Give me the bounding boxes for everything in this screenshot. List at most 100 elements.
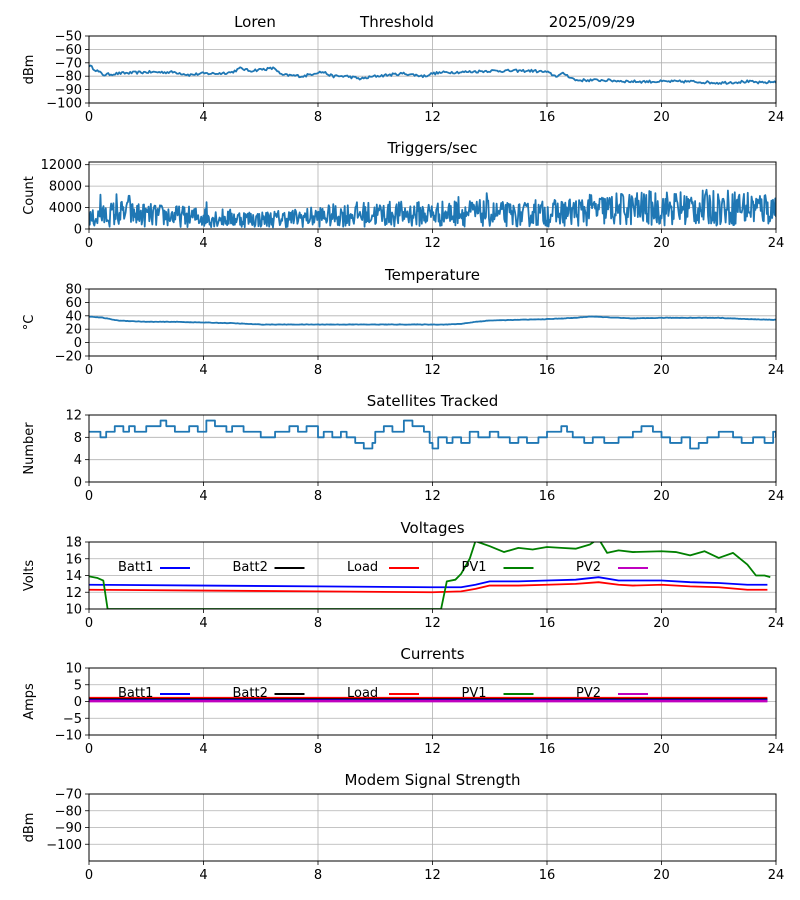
series-line-batt1 (89, 576, 768, 589)
y-tick-label: −80 (55, 804, 82, 819)
chart-title: Satellites Tracked (367, 392, 498, 410)
x-tick-label: 4 (199, 363, 207, 378)
y-axis-label: dBm (22, 55, 37, 85)
series-group (89, 542, 771, 609)
x-tick-label: 4 (199, 236, 207, 251)
x-tick-label: 12 (424, 868, 441, 883)
x-tick-label: 0 (85, 489, 93, 504)
y-tick-label: 0 (74, 695, 82, 710)
series-line-satellites (89, 419, 776, 450)
x-tick-label: 12 (424, 363, 441, 378)
x-tick-label: 20 (653, 363, 670, 378)
x-tick-label: 16 (539, 110, 556, 125)
y-tick-label: −60 (55, 43, 82, 58)
x-tick-label: 12 (424, 236, 441, 251)
chart-title: Temperature (384, 266, 480, 284)
x-tick-label: 24 (768, 110, 785, 125)
y-tick-label: 8000 (49, 180, 82, 195)
x-tick-label: 0 (85, 363, 93, 378)
series-group (89, 315, 776, 326)
x-tick-label: 20 (653, 110, 670, 125)
x-tick-label: 0 (85, 616, 93, 631)
y-tick-label: −100 (46, 97, 82, 112)
x-tick-label: 8 (314, 236, 322, 251)
x-tick-label: 20 (653, 868, 670, 883)
x-tick-label: 16 (539, 363, 556, 378)
x-tick-label: 8 (314, 363, 322, 378)
y-axis-label: dBm (22, 813, 37, 843)
x-tick-label: 8 (314, 742, 322, 757)
x-tick-label: 0 (85, 110, 93, 125)
chart-title: Voltages (400, 519, 464, 537)
series-group (89, 419, 776, 450)
legend-label-pv2: PV2 (576, 560, 601, 575)
x-tick-label: 16 (539, 868, 556, 883)
axes-frame (88, 414, 777, 483)
x-tick-label: 0 (85, 742, 93, 757)
axes-frame (88, 161, 777, 230)
legend-label-load: Load (347, 560, 378, 575)
legend-label-load: Load (347, 686, 378, 701)
y-tick-label: −90 (55, 83, 82, 98)
series-group (89, 64, 776, 85)
x-tick-label: 4 (199, 110, 207, 125)
x-tick-label: 12 (424, 489, 441, 504)
chart-title: Modem Signal Strength (345, 771, 521, 789)
legend-label-batt2: Batt2 (233, 560, 268, 575)
series-line-temperature (89, 315, 776, 326)
y-tick-label: −100 (46, 838, 82, 853)
panel-satellites: 0 4 8 12 16 20 24 0 4 8 12 Satellites Tracked Number (22, 392, 784, 504)
series-line-load (89, 581, 768, 594)
y-tick-label: −90 (55, 821, 82, 836)
y-axis-label: Number (22, 422, 37, 475)
y-tick-label: 18 (65, 536, 82, 551)
legend-label-batt2: Batt2 (233, 686, 268, 701)
panel-triggers: 0 4 8 12 16 20 24 0 4000 8000 12000 Triggers/sec Cou… (22, 139, 784, 251)
y-tick-label: 8 (74, 431, 82, 446)
y-tick-label: 16 (65, 552, 82, 567)
x-tick-label: 4 (199, 489, 207, 504)
y-axis-label: Amps (22, 683, 37, 720)
y-tick-label: 80 (65, 283, 82, 298)
axes-frame (88, 35, 777, 104)
header-date: 2025/09/29 (549, 13, 635, 31)
x-tick-label: 4 (199, 616, 207, 631)
x-tick-label: 24 (768, 616, 785, 631)
y-axis-label: Volts (22, 560, 37, 592)
y-tick-label: 5 (74, 678, 82, 693)
legend-label-pv1: PV1 (462, 686, 487, 701)
x-tick-label: 20 (653, 616, 670, 631)
y-tick-label: 0 (74, 476, 82, 491)
legend-label-pv2: PV2 (576, 686, 601, 701)
x-tick-label: 4 (199, 742, 207, 757)
chart-title: Triggers/sec (387, 139, 478, 157)
y-tick-label: 10 (65, 662, 82, 677)
x-tick-label: 8 (314, 868, 322, 883)
series-group (89, 188, 776, 229)
y-tick-label: −5 (63, 712, 82, 727)
y-tick-label: −70 (55, 56, 82, 71)
panel-threshold: 0 4 8 12 16 20 24 −100−90−80−70−60−50 dBm (22, 30, 784, 126)
y-tick-label: 12 (65, 586, 82, 601)
x-tick-label: 0 (85, 236, 93, 251)
legend-label-batt1: Batt1 (118, 686, 153, 701)
x-tick-label: 24 (768, 489, 785, 504)
x-tick-label: 16 (539, 236, 556, 251)
y-tick-label: 0 (74, 336, 82, 351)
x-tick-label: 24 (768, 868, 785, 883)
y-axis-label: Count (22, 176, 37, 215)
y-tick-label: 40 (65, 309, 82, 324)
header-label: Threshold (359, 13, 434, 31)
x-tick-label: 24 (768, 236, 785, 251)
x-tick-label: 4 (199, 868, 207, 883)
legend-label-batt1: Batt1 (118, 560, 153, 575)
x-tick-label: 12 (424, 742, 441, 757)
y-tick-label: −20 (55, 350, 82, 365)
x-tick-label: 16 (539, 742, 556, 757)
axes-frame (88, 288, 777, 357)
x-tick-label: 20 (653, 236, 670, 251)
x-tick-label: 16 (539, 616, 556, 631)
legend: Batt1 Batt2 Load PV1 PV2 (118, 560, 648, 575)
